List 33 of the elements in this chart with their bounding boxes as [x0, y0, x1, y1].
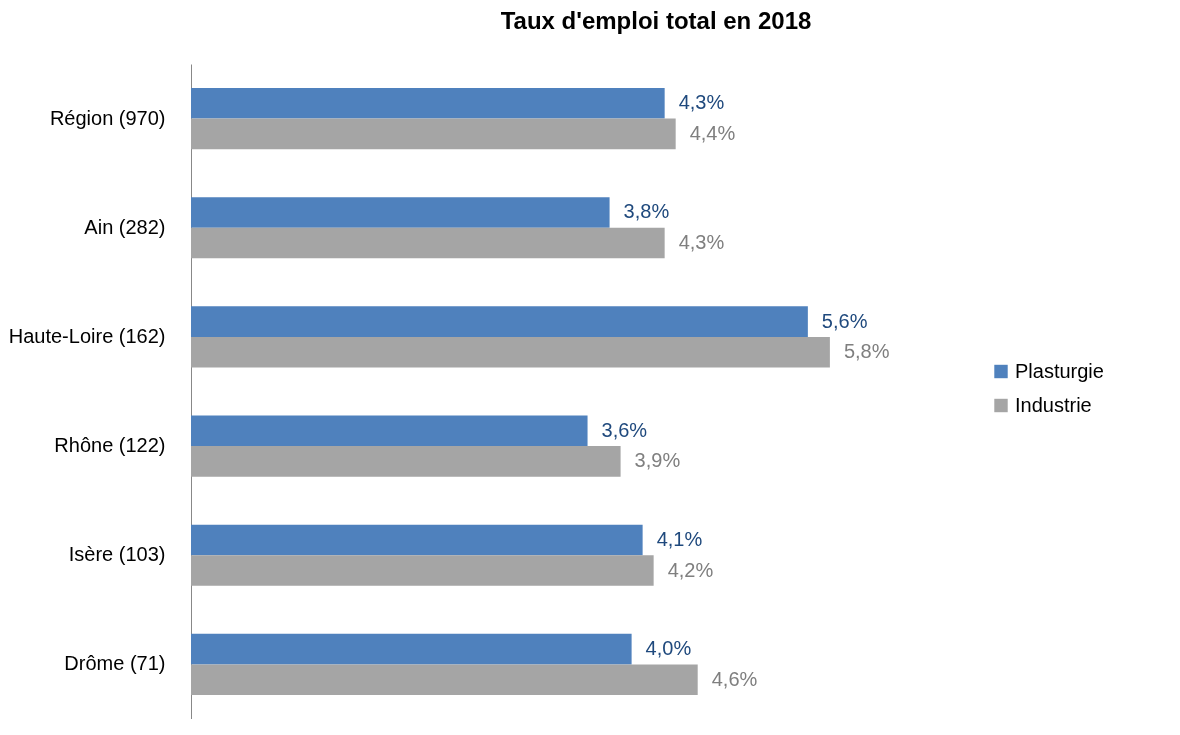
bar — [191, 306, 808, 337]
bar — [191, 555, 654, 586]
bar — [191, 664, 698, 695]
legend-label: Plasturgie — [1015, 359, 1104, 382]
bar — [191, 227, 665, 259]
bar — [191, 633, 632, 665]
data-label: 4,0% — [645, 637, 692, 660]
bar — [191, 197, 610, 228]
data-label: 4,2% — [667, 558, 714, 581]
bar — [191, 88, 665, 119]
y-tick-label: Drôme (71) — [64, 652, 166, 675]
data-label: 4,4% — [689, 121, 736, 144]
data-label: 3,8% — [623, 200, 670, 223]
data-label: 4,3% — [678, 231, 725, 254]
data-label: 3,6% — [601, 418, 648, 441]
data-label: 4,3% — [678, 91, 725, 114]
bar — [191, 336, 830, 368]
bar — [191, 415, 588, 447]
y-tick-label: Ain (282) — [84, 215, 166, 238]
data-label: 4,1% — [656, 527, 703, 550]
bar — [191, 446, 621, 477]
y-tick-label: Isère (103) — [68, 543, 166, 566]
data-label: 5,6% — [821, 309, 868, 332]
legend-label: Industrie — [1015, 393, 1092, 416]
bar — [191, 524, 643, 556]
chart-title: Taux d'emploi total en 2018 — [500, 7, 812, 34]
y-tick-label: Rhône (122) — [54, 434, 166, 457]
y-tick-label: Haute-Loire (162) — [8, 324, 166, 347]
data-label: 5,8% — [843, 340, 890, 363]
bar — [191, 118, 676, 150]
y-tick-label: Région (970) — [49, 106, 166, 129]
data-label: 4,6% — [711, 667, 758, 690]
data-label: 3,9% — [634, 449, 681, 472]
